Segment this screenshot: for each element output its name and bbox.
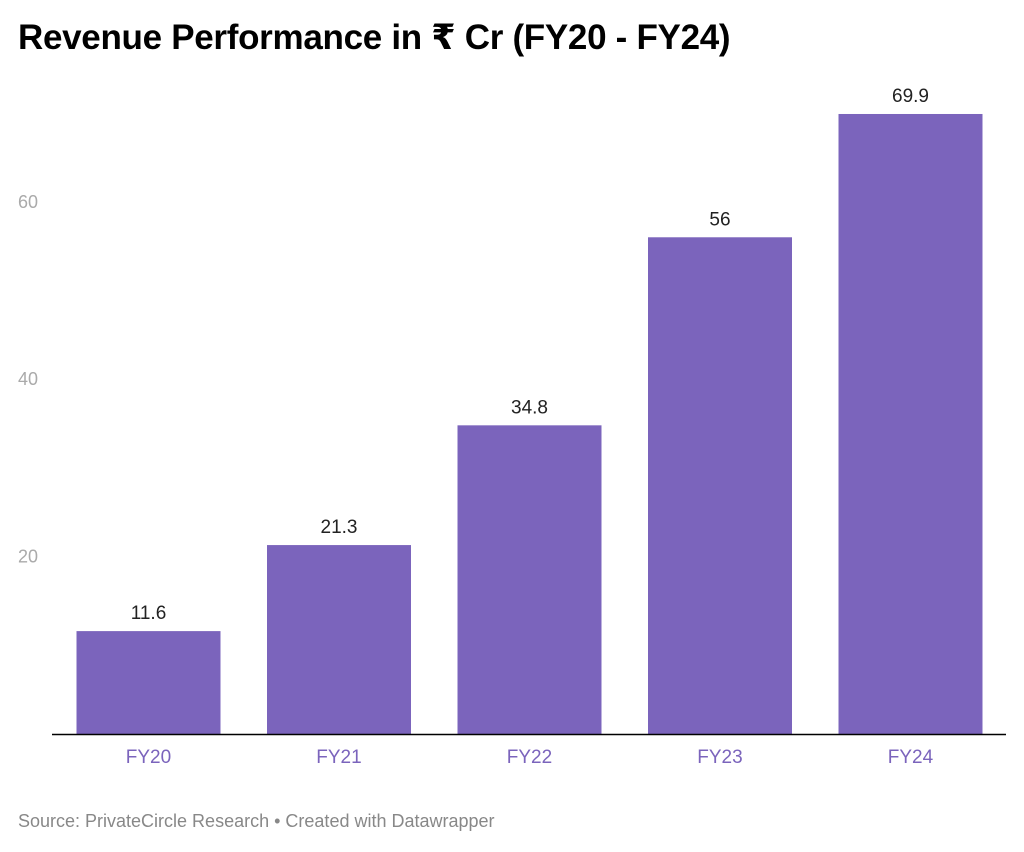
value-label: 56	[709, 209, 730, 230]
x-tick-label: FY20	[126, 747, 171, 768]
value-label: 34.8	[511, 397, 548, 418]
value-label: 69.9	[892, 86, 929, 107]
x-tick-label: FY24	[888, 747, 934, 768]
chart-title: Revenue Performance in ₹ Cr (FY20 - FY24…	[18, 18, 731, 57]
value-labels: 11.6 21.3 34.8 56 69.9	[131, 86, 929, 624]
y-tick-label: 60	[18, 192, 38, 212]
x-tick-label: FY21	[316, 747, 361, 768]
bar-group	[76, 113, 983, 734]
value-label: 11.6	[131, 603, 167, 624]
value-label: 21.3	[321, 517, 358, 538]
source-text: Source: PrivateCircle Research	[18, 811, 270, 831]
bar-fy24	[838, 113, 983, 734]
bar-fy23	[648, 237, 792, 734]
y-tick-label: 40	[18, 369, 38, 389]
bar-fy21	[267, 545, 411, 734]
x-tick-label: FY22	[507, 747, 552, 768]
x-tick-label: FY23	[697, 747, 742, 768]
x-axis: FY20 FY21 FY22 FY23 FY24	[52, 733, 1006, 768]
y-tick-label: 20	[18, 547, 38, 567]
y-axis: 20 40 60	[18, 192, 38, 567]
source-note: Source: PrivateCircle Research • Created w…	[18, 811, 495, 832]
credit-text: Created with Datawrapper	[285, 811, 495, 831]
footer-separator: •	[274, 811, 281, 831]
bar-fy20	[76, 631, 221, 734]
bar-fy22	[457, 425, 602, 734]
